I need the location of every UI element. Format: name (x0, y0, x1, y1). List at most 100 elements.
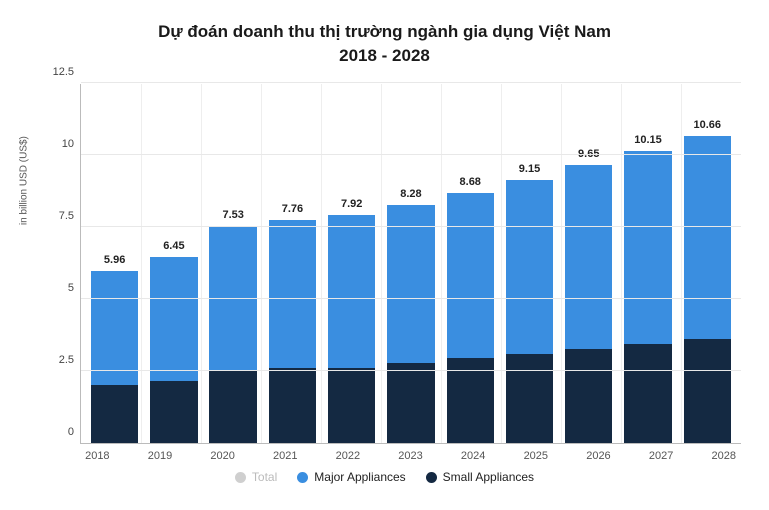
gridline (81, 82, 741, 83)
x-tick: 2028 (692, 444, 755, 462)
bars-group: 5.96 6.45 7.53 7.76 7.92 8.28 8.68 9.15 9.65 10.1… (81, 84, 741, 443)
bar-segment (150, 381, 197, 443)
category-separator (141, 84, 142, 443)
bar-total-label: 10.66 (694, 119, 722, 131)
bar-segment (209, 370, 256, 443)
bar-slot: 5.96 (85, 84, 144, 443)
x-tick: 2021 (254, 444, 317, 462)
legend-label: Total (252, 470, 277, 484)
chart-container: Dự đoán doanh thu thị trường ngành gia d… (0, 0, 769, 510)
legend: Total Major Appliances Small Appliances (18, 470, 751, 486)
chart-title-line1: Dự đoán doanh thu thị trường ngành gia d… (18, 22, 751, 42)
bar-slot: 6.45 (144, 84, 203, 443)
bar-segment (684, 339, 731, 443)
bar-segment (91, 385, 138, 443)
bar-segment (269, 220, 316, 368)
bar-total-label: 9.15 (519, 163, 540, 175)
bar-total-label: 8.28 (400, 188, 421, 200)
gridline (81, 154, 741, 155)
bar-segment (684, 136, 731, 339)
bar-slot: 7.76 (263, 84, 322, 443)
x-tick: 2020 (191, 444, 254, 462)
bar-slot: 8.68 (441, 84, 500, 443)
bar-slot: 8.28 (381, 84, 440, 443)
x-tick: 2023 (379, 444, 442, 462)
stacked-bar (565, 165, 612, 443)
bar-segment (624, 151, 671, 344)
bar-slot: 9.65 (559, 84, 618, 443)
legend-swatch-icon (426, 472, 437, 483)
x-tick: 2024 (442, 444, 505, 462)
category-separator (381, 84, 382, 443)
y-tick: 2.5 (59, 354, 74, 366)
y-tick: 10 (62, 138, 74, 150)
bar-segment (387, 363, 434, 443)
bar-total-label: 10.15 (634, 134, 662, 146)
bar-slot: 7.92 (322, 84, 381, 443)
bar-total-label: 7.92 (341, 198, 362, 210)
chart-title-line2: 2018 - 2028 (18, 46, 751, 66)
legend-swatch-icon (297, 472, 308, 483)
stacked-bar (447, 193, 494, 443)
legend-swatch-icon (235, 472, 246, 483)
bar-slot: 9.15 (500, 84, 559, 443)
x-tick: 2025 (504, 444, 567, 462)
category-separator (201, 84, 202, 443)
bar-slot: 10.66 (678, 84, 737, 443)
bar-segment (506, 180, 553, 354)
x-axis: 2018201920202021202220232024202520262027… (62, 444, 759, 462)
x-tick: 2019 (129, 444, 192, 462)
bar-total-label: 6.45 (163, 240, 184, 252)
bar-slot: 7.53 (204, 84, 263, 443)
x-tick: 2026 (567, 444, 630, 462)
stacked-bar (506, 180, 553, 444)
y-axis: 02.557.51012.5 (46, 84, 80, 444)
category-separator (681, 84, 682, 443)
bar-segment (624, 344, 671, 443)
stacked-bar (150, 257, 197, 443)
stacked-bar (387, 205, 434, 443)
plot-area: 5.96 6.45 7.53 7.76 7.92 8.28 8.68 9.15 9.65 10.1… (80, 84, 741, 444)
y-tick: 7.5 (59, 210, 74, 222)
stacked-bar (624, 151, 671, 443)
legend-label: Major Appliances (314, 470, 405, 484)
bar-total-label: 7.76 (282, 203, 303, 215)
x-tick: 2027 (630, 444, 693, 462)
y-tick: 0 (68, 426, 74, 438)
legend-item: Small Appliances (426, 470, 534, 484)
category-separator (441, 84, 442, 443)
legend-item: Major Appliances (297, 470, 405, 484)
bar-segment (150, 257, 197, 381)
bar-segment (506, 354, 553, 443)
bar-segment (565, 349, 612, 443)
bar-slot: 10.15 (618, 84, 677, 443)
category-separator (621, 84, 622, 443)
bar-segment (447, 193, 494, 358)
bar-segment (91, 271, 138, 385)
category-separator (561, 84, 562, 443)
stacked-bar (209, 226, 256, 443)
gridline (81, 370, 741, 371)
bar-segment (565, 165, 612, 348)
chart-area: in billion USD (US$) 02.557.51012.5 5.96… (46, 84, 741, 444)
gridline (81, 226, 741, 227)
bar-segment (328, 368, 375, 443)
bar-segment (269, 368, 316, 443)
stacked-bar (684, 136, 731, 443)
stacked-bar (328, 215, 375, 443)
bar-segment (387, 205, 434, 363)
legend-label: Small Appliances (443, 470, 534, 484)
bar-total-label: 5.96 (104, 254, 125, 266)
y-tick: 5 (68, 282, 74, 294)
stacked-bar (269, 220, 316, 443)
bar-total-label: 7.53 (222, 209, 243, 221)
x-tick: 2022 (317, 444, 380, 462)
bar-total-label: 8.68 (460, 176, 481, 188)
bar-segment (328, 215, 375, 368)
legend-item: Total (235, 470, 277, 484)
gridline (81, 298, 741, 299)
y-axis-label: in billion USD (US$) (19, 136, 30, 225)
category-separator (261, 84, 262, 443)
x-tick: 2018 (66, 444, 129, 462)
category-separator (501, 84, 502, 443)
